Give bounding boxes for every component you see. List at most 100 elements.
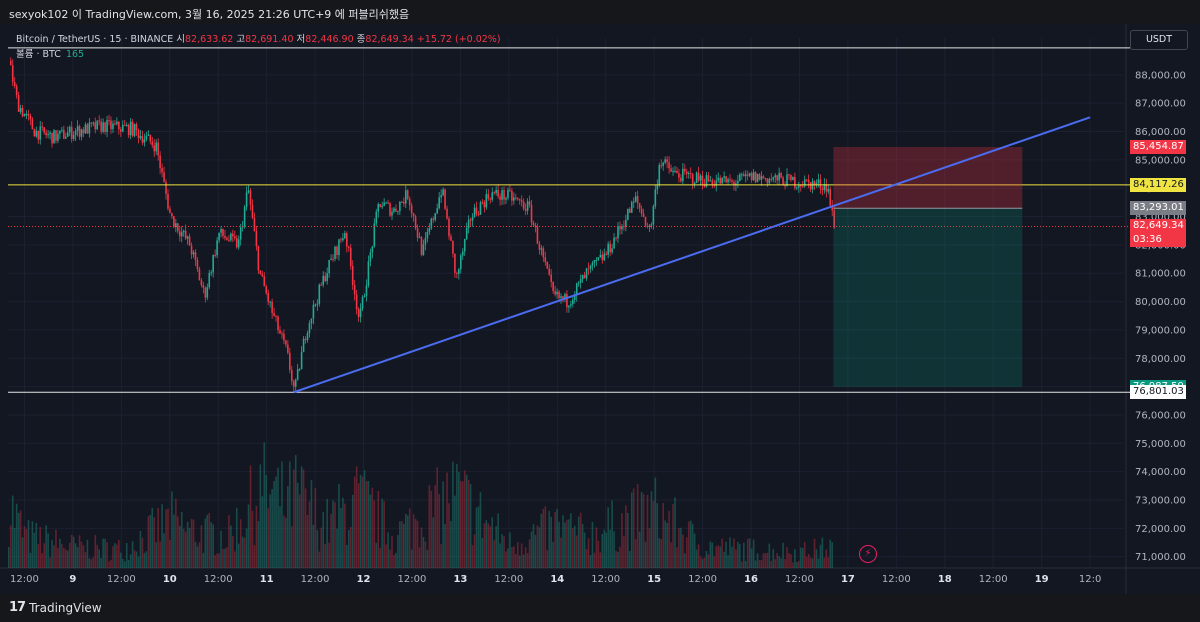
volume-bar	[829, 539, 832, 568]
candle-body	[342, 238, 344, 241]
candle-body	[739, 174, 741, 181]
lightning-icon[interactable]: ⚡	[859, 545, 877, 563]
price-tag: 84,117.26	[1130, 177, 1186, 192]
price-axis-label: 79,000.00	[1135, 325, 1186, 336]
volume-bar	[157, 507, 159, 568]
volume-bar	[47, 533, 49, 568]
chart-area[interactable]	[0, 24, 1200, 594]
candle-body	[397, 211, 399, 213]
volume-bar	[416, 520, 419, 568]
price-tag-value: 83,293.01	[1133, 202, 1184, 214]
candle-body	[833, 210, 835, 228]
candle-body	[737, 180, 739, 184]
candle-body	[552, 281, 554, 292]
volume-bar	[491, 517, 494, 568]
candle-body	[672, 171, 674, 173]
candle-body	[349, 247, 352, 266]
candle-body	[265, 286, 268, 294]
candle-body	[558, 291, 560, 299]
volume-bar	[102, 538, 104, 568]
volume-bar	[68, 542, 71, 568]
volume-bar	[13, 528, 16, 568]
volume-bar	[436, 467, 439, 568]
candle-body	[220, 228, 222, 233]
volume-bar	[224, 548, 226, 568]
candle-body	[330, 258, 332, 261]
candle-body	[281, 333, 283, 335]
tradingview-logo[interactable]: 17 TradingView	[9, 600, 102, 615]
candle-body	[742, 174, 745, 177]
tradingview-mark-icon: 17	[9, 600, 26, 615]
volume-bar	[625, 505, 627, 568]
volume-bar	[342, 497, 344, 568]
volume-bar	[823, 557, 826, 568]
candle-body	[64, 136, 67, 139]
candle-body	[632, 201, 635, 203]
volume-bar	[693, 533, 696, 568]
high-label: 고	[236, 34, 246, 45]
candle-body	[188, 236, 191, 246]
candle-body	[13, 82, 16, 87]
candle-body	[650, 224, 653, 226]
volume-bar	[8, 546, 10, 568]
volume-bar	[782, 542, 784, 568]
volume-bar	[194, 541, 197, 568]
volume-bar	[434, 485, 437, 568]
volume-bar	[621, 513, 623, 568]
trend-line[interactable]	[293, 116, 1091, 394]
volume-bar	[652, 500, 655, 568]
candle-body	[768, 179, 771, 184]
time-axis-label: 18	[938, 574, 952, 585]
volume-bar	[827, 557, 830, 568]
volume-bar	[507, 548, 509, 568]
symbol-name[interactable]: Bitcoin / TetherUS · 15 · BINANCE	[16, 34, 174, 45]
candle-body	[418, 237, 421, 239]
stop-loss-zone[interactable]	[833, 146, 1023, 209]
volume-bar	[312, 524, 315, 568]
volume-bar	[656, 503, 659, 568]
take-profit-zone[interactable]	[833, 208, 1023, 387]
candle-body	[566, 294, 568, 308]
volume-bar	[534, 534, 537, 568]
volume-bar	[438, 494, 440, 568]
volume-bar	[505, 551, 507, 568]
price-chart[interactable]: 71,000.00 72,000.00 73,000.00 74,000.00 75,0…	[0, 0, 1200, 594]
volume-bar	[746, 538, 749, 568]
candle-body	[47, 134, 49, 136]
candle-body	[516, 198, 519, 200]
candle-body	[353, 285, 356, 295]
candle-body	[524, 208, 527, 211]
candle-body	[644, 217, 647, 226]
candle-body	[27, 113, 30, 116]
candle-body	[454, 253, 456, 273]
volume-bar	[324, 544, 326, 568]
volume-bar	[758, 559, 761, 568]
price-axis-label: 74,000.00	[1135, 467, 1186, 478]
volume-label[interactable]: 볼륨 · BTC	[16, 49, 61, 60]
volume-bar	[560, 537, 562, 568]
volume-bar	[450, 521, 452, 568]
candle-body	[687, 173, 690, 175]
volume-bar	[357, 483, 360, 568]
volume-bar	[522, 554, 525, 568]
currency-button[interactable]: USDT	[1130, 30, 1188, 50]
candle-body	[106, 120, 108, 132]
candle-body	[273, 313, 275, 316]
volume-bar	[175, 498, 177, 568]
candle-body	[475, 207, 478, 214]
candle-body	[430, 218, 433, 229]
candle-body	[807, 179, 810, 183]
candle-body	[489, 198, 492, 200]
candle-body	[638, 203, 641, 209]
time-axis-label: 12:00	[882, 574, 911, 585]
volume-bar	[776, 553, 778, 568]
candle-body	[116, 121, 118, 125]
price-tag-value: 76,801.03	[1133, 386, 1184, 398]
volume-bar	[666, 522, 668, 568]
candle-body	[788, 174, 790, 176]
candle-body	[114, 123, 116, 125]
volume-bar	[11, 495, 14, 568]
volume-bar	[599, 552, 602, 568]
candle-body	[572, 299, 574, 305]
candle-body	[613, 237, 615, 249]
